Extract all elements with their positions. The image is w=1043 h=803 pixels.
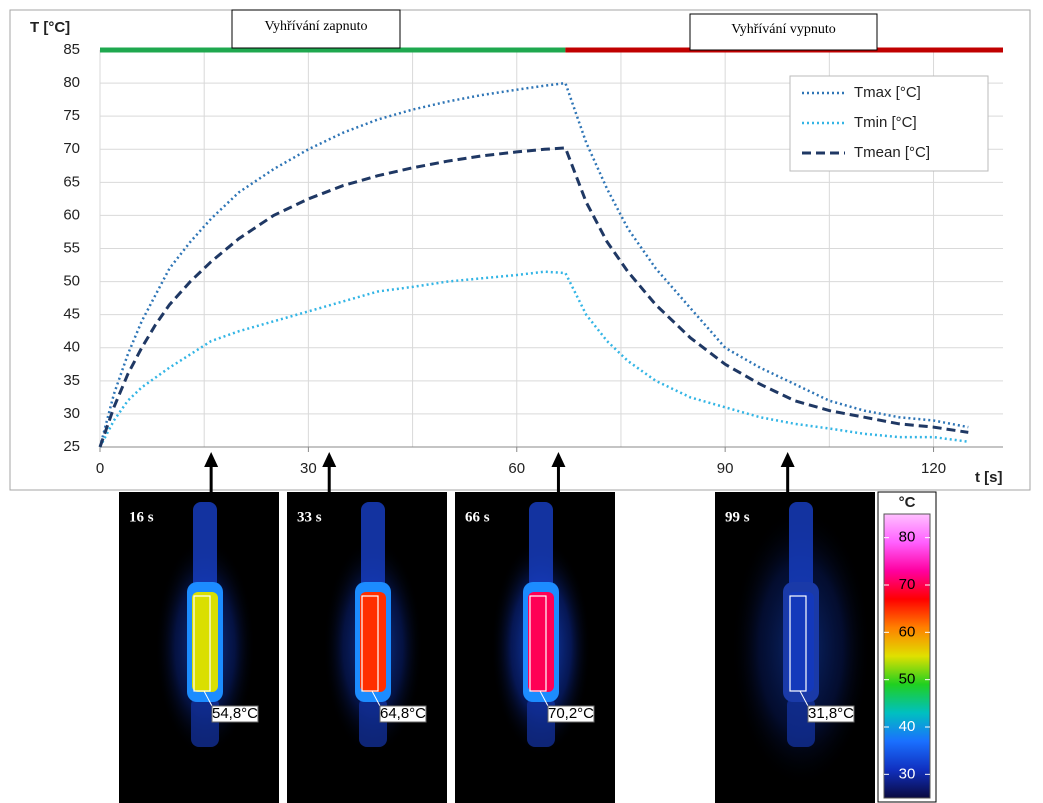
legend-label: Tmin [°C] xyxy=(854,114,917,131)
colorbar-tick-label: 50 xyxy=(899,671,916,688)
roi-box xyxy=(529,595,547,692)
series-line xyxy=(98,270,969,448)
temp-label: 31,8°C xyxy=(808,705,854,722)
time-arrowhead xyxy=(322,452,337,467)
specimen-hot xyxy=(788,592,814,692)
roi-leader xyxy=(371,690,381,707)
colorbar-tick-label: 80 xyxy=(899,529,916,546)
thermogram: 54,8°C 16 s xyxy=(119,492,279,803)
y-axis-label: T [°C] xyxy=(30,19,70,36)
temp-label-box xyxy=(211,705,259,723)
x-tick-label: 60 xyxy=(508,460,525,477)
time-arrowhead xyxy=(204,452,219,467)
y-tick-label: 55 xyxy=(63,239,80,256)
colorbar xyxy=(883,513,931,799)
phase-label: Vyhřívání vypnuto xyxy=(731,22,836,37)
time-label: 16 s xyxy=(129,509,154,525)
phase-label: Vyhřívání zapnuto xyxy=(264,19,367,34)
roi-box xyxy=(193,595,211,692)
temp-label-box xyxy=(807,705,855,723)
y-tick-label: 70 xyxy=(63,140,80,157)
x-axis-label: t [s] xyxy=(975,469,1003,486)
y-tick-label: 75 xyxy=(63,107,80,124)
time-arrowhead xyxy=(780,452,795,467)
y-tick-label: 40 xyxy=(63,339,80,356)
phase-box xyxy=(689,13,878,51)
y-tick-label: 65 xyxy=(63,173,80,190)
roi-leader xyxy=(799,690,809,707)
x-tick-label: 0 xyxy=(96,460,104,477)
x-tick-label: 30 xyxy=(300,460,317,477)
y-tick-label: 50 xyxy=(63,273,80,290)
thermogram: 64,8°C 33 s xyxy=(287,492,447,803)
time-label: 66 s xyxy=(465,509,490,525)
time-label: 33 s xyxy=(297,509,322,525)
specimen-hot xyxy=(528,592,554,692)
y-tick-label: 25 xyxy=(63,438,80,455)
x-tick-label: 90 xyxy=(717,460,734,477)
y-tick-label: 60 xyxy=(63,206,80,223)
roi-leader xyxy=(539,690,549,707)
specimen-hot xyxy=(192,592,218,692)
colorbar-tick-label: 60 xyxy=(899,623,916,640)
specimen-hot xyxy=(360,592,386,692)
thermogram: 31,8°C 99 s xyxy=(715,492,875,803)
x-tick-label: 120 xyxy=(921,460,946,477)
phase-box xyxy=(231,9,401,49)
series-line xyxy=(98,146,969,448)
colorbar-tick-label: 30 xyxy=(899,765,916,782)
y-tick-label: 80 xyxy=(63,74,80,91)
roi-box xyxy=(361,595,379,692)
y-tick-label: 30 xyxy=(63,405,80,422)
roi-box xyxy=(789,595,807,692)
y-tick-label: 35 xyxy=(63,372,80,389)
time-label: 99 s xyxy=(725,509,750,525)
y-tick-label: 45 xyxy=(63,306,80,323)
specimen-top xyxy=(789,502,813,592)
legend-label: Tmax [°C] xyxy=(854,84,921,101)
thermogram: 70,2°C 66 s xyxy=(455,492,615,803)
temp-label: 70,2°C xyxy=(548,705,594,722)
time-arrowhead xyxy=(551,452,566,467)
colorbar-title: °C xyxy=(899,494,916,511)
temp-label-box xyxy=(379,705,427,723)
specimen-top xyxy=(361,502,385,592)
specimen-top xyxy=(529,502,553,592)
temp-label-box xyxy=(547,705,595,723)
legend-label: Tmean [°C] xyxy=(854,144,930,161)
temp-label: 64,8°C xyxy=(380,705,426,722)
roi-leader xyxy=(203,690,213,707)
y-tick-label: 85 xyxy=(63,41,80,58)
colorbar-tick-label: 70 xyxy=(899,576,916,593)
temp-label: 54,8°C xyxy=(212,705,258,722)
colorbar-tick-label: 40 xyxy=(899,718,916,735)
specimen-top xyxy=(193,502,217,592)
